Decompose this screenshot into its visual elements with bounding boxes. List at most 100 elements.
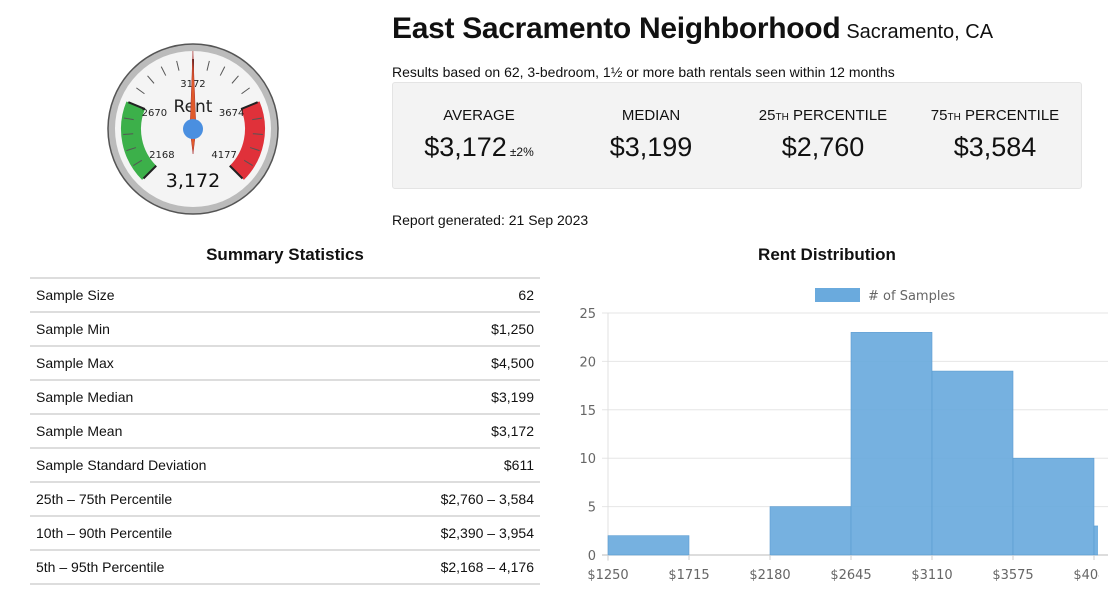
gauge-tick: [231, 75, 239, 84]
gauge-tick-label: 2670: [142, 108, 167, 119]
stat-name: Sample Min: [30, 311, 354, 346]
gauge-tick: [219, 66, 226, 76]
city-name: Sacramento, CA: [846, 21, 994, 43]
key-stats-panel: AVERAGE $3,172 ±2% MEDIAN $3,199 25TH PER…: [392, 82, 1082, 189]
table-row: Sample Max $4,500: [30, 345, 540, 380]
stat-value: $2,168 – 4,176: [353, 549, 540, 585]
x-tick-label: $2645: [830, 568, 871, 583]
table-row: Sample Size 62: [30, 277, 540, 312]
stat-name: Sample Size: [30, 277, 354, 312]
gauge-tick: [240, 101, 259, 111]
stat-25th-percentile: 25TH PERCENTILE $2,760: [737, 83, 909, 188]
stat-value: $611: [353, 447, 540, 482]
stat-value: $2,760: [781, 132, 865, 162]
gauge-tick: [160, 66, 167, 76]
gauge-tick: [243, 159, 253, 167]
histogram-bar: [1093, 525, 1098, 556]
gauge-tick: [206, 60, 210, 71]
y-tick-label: 5: [588, 501, 596, 516]
stat-value: $4,500: [353, 345, 540, 380]
x-tick-label: $3575: [992, 568, 1033, 583]
margin-of-error: ±2%: [509, 145, 534, 159]
gauge-tick: [252, 117, 263, 121]
table-row: 5th – 95th Percentile $2,168 – 4,176: [30, 549, 540, 585]
gauge-tick: [123, 117, 134, 121]
gauge-tick: [136, 87, 145, 95]
stat-name: 10th – 90th Percentile: [30, 515, 354, 550]
stat-value: $2,390 – 3,954: [353, 515, 540, 550]
x-tick-label: $4040: [1073, 568, 1114, 583]
stat-label: MEDIAN: [621, 107, 681, 124]
stat-label: 75: [930, 107, 948, 124]
stat-name: Sample Mean: [30, 413, 354, 448]
table-row: Sample Median $3,199: [30, 379, 540, 414]
gauge-tick-label: 4177: [211, 150, 236, 161]
gauge-tick: [147, 75, 155, 84]
gauge-tick: [252, 133, 263, 135]
stat-label: 25: [758, 107, 776, 124]
legend-label: # of Samples: [868, 289, 955, 304]
results-description: Results based on 62, 3-bedroom, 1½ or mo…: [392, 64, 895, 80]
stat-value: $3,199: [609, 132, 693, 162]
rent-distribution-chart: 0 5 10 15 20 25 $1250 $1715 $2180 $2645 $3110 $3575…: [579, 288, 1114, 583]
gauge-tick: [249, 147, 260, 152]
histogram-bar: [1012, 457, 1095, 556]
stat-value: $3,172: [353, 413, 540, 448]
summary-table: Sample Size 62 Sample Min $1,250 Sample Max $…: [30, 277, 540, 585]
stat-value: $3,199: [353, 379, 540, 414]
y-tick-label: 25: [579, 307, 596, 322]
gauge-tick: [126, 147, 137, 152]
stat-name: Sample Max: [30, 345, 354, 380]
y-tick-label: 0: [588, 549, 596, 564]
stat-label-suffix: PERCENTILE: [788, 107, 888, 124]
stat-value: $2,760 – 3,584: [353, 481, 540, 516]
histogram-bar: [850, 332, 933, 556]
gauge-tick-label: 2168: [149, 150, 174, 161]
table-row: Sample Min $1,250: [30, 311, 540, 346]
gauge-tick: [133, 159, 143, 167]
gauge-tick-label: 3674: [219, 108, 244, 119]
x-tick-label: $2180: [749, 568, 790, 583]
y-tick-label: 10: [579, 452, 596, 467]
stat-label-suffix: PERCENTILE: [960, 107, 1060, 124]
gauge-hub: [183, 119, 203, 139]
table-row: Sample Standard Deviation $611: [30, 447, 540, 482]
x-tick-label: $3110: [911, 568, 952, 583]
table-row: 10th – 90th Percentile $2,390 – 3,954: [30, 515, 540, 550]
histogram-bar: [607, 535, 690, 556]
table-row: Sample Mean $3,172: [30, 413, 540, 448]
x-tick-label: $1250: [587, 568, 628, 583]
stat-median: MEDIAN $3,199: [565, 83, 737, 188]
stat-label: AVERAGE: [443, 107, 515, 124]
gauge-value: 3,172: [166, 170, 220, 192]
stat-value: $3,584: [953, 132, 1037, 162]
gauge-tick: [241, 87, 250, 95]
histogram-bar: [769, 506, 852, 556]
gauge-tick: [229, 165, 244, 180]
gauge-tick: [127, 101, 146, 111]
stat-name: Sample Median: [30, 379, 354, 414]
stat-75th-percentile: 75TH PERCENTILE $3,584: [909, 83, 1081, 188]
table-row: 25th – 75th Percentile $2,760 – 3,584: [30, 481, 540, 516]
gauge-tick: [142, 165, 157, 180]
y-tick-label: 20: [579, 355, 596, 370]
report-date: Report generated: 21 Sep 2023: [392, 212, 589, 228]
stat-name: 25th – 75th Percentile: [30, 481, 354, 516]
summary-title: Summary Statistics: [206, 245, 364, 264]
histogram-bar: [931, 370, 1014, 556]
page-title: East Sacramento Neighborhood Sacramento, …: [392, 12, 993, 46]
chart-title: Rent Distribution: [758, 245, 896, 264]
stat-name: 5th – 95th Percentile: [30, 549, 354, 585]
stat-value: 62: [353, 277, 540, 312]
stat-average: AVERAGE $3,172 ±2%: [393, 83, 565, 188]
green-band: [121, 101, 157, 180]
rent-gauge: 21682670317236744177Rent3,172: [107, 43, 279, 215]
red-band: [229, 101, 265, 180]
y-tick-label: 15: [579, 404, 596, 419]
ordinal-suffix: TH: [775, 112, 789, 123]
legend-swatch: [815, 288, 860, 302]
gauge-tick: [123, 133, 134, 135]
neighborhood-name: East Sacramento Neighborhood: [392, 12, 841, 45]
x-tick-label: $1715: [668, 568, 709, 583]
stat-value: $3,172: [424, 132, 507, 162]
